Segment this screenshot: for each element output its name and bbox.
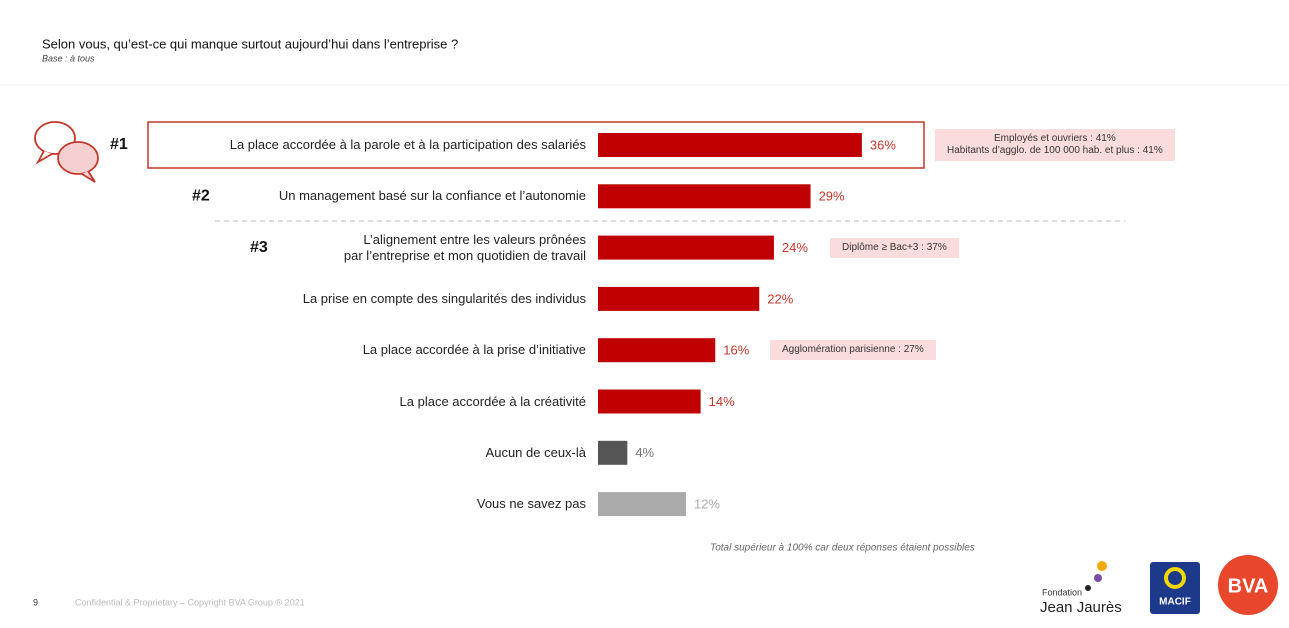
bar bbox=[598, 184, 811, 209]
category-label: Aucun de ceux-là bbox=[485, 444, 586, 460]
highlight-box bbox=[147, 121, 925, 169]
category-label: La place accordée à la parole et à la pa… bbox=[229, 137, 586, 152]
value-label: 4% bbox=[635, 445, 654, 460]
value-label: 22% bbox=[767, 291, 793, 306]
bar bbox=[598, 286, 760, 311]
callout: Diplôme ≥ Bac+3 : 37% bbox=[830, 237, 959, 258]
logo-text: Jean Jaurès bbox=[1040, 599, 1122, 616]
chart-subtitle: Base : à tous bbox=[42, 53, 95, 63]
value-label: 29% bbox=[819, 189, 845, 204]
callout-line: Habitants d’agglo. de 100 000 hab. et pl… bbox=[947, 145, 1163, 156]
logo-text: BVA bbox=[1228, 575, 1269, 597]
rank-label: #3 bbox=[250, 239, 268, 256]
logo-text: Fondation bbox=[1042, 587, 1082, 597]
category-label: La prise en compte des singularités des … bbox=[302, 290, 586, 306]
callout-line: Diplôme ≥ Bac+3 : 37% bbox=[842, 241, 947, 253]
callout-line: Employés et ouvriers : 41% bbox=[994, 133, 1116, 144]
callout-line: Agglomération parisienne : 27% bbox=[782, 344, 924, 356]
category-label: La place accordée à la prise d’initiativ… bbox=[362, 342, 586, 358]
logo-bva: BVA bbox=[1218, 555, 1278, 615]
page-number: 9 bbox=[33, 597, 38, 607]
bar bbox=[598, 492, 686, 517]
category-label: Un management basé sur la confiance et l… bbox=[278, 188, 586, 204]
logo-text: MACIF bbox=[1159, 597, 1191, 608]
category-label: Vous ne savez pas bbox=[476, 496, 586, 512]
value-label: 24% bbox=[782, 240, 808, 255]
logo-jean-jaures: Fondation Jean Jaurès bbox=[1040, 561, 1122, 616]
callout: Employés et ouvriers : 41% Habitants d’ag… bbox=[935, 129, 1175, 161]
logo-macif: MACIF bbox=[1150, 562, 1200, 614]
bar bbox=[598, 235, 774, 260]
footnote: Total supérieur à 100% car deux réponses… bbox=[710, 543, 975, 554]
value-label: 16% bbox=[723, 343, 749, 358]
bar bbox=[598, 338, 716, 363]
bar bbox=[598, 133, 862, 157]
callout: Agglomération parisienne : 27% bbox=[770, 340, 936, 361]
bubble-icon bbox=[34, 121, 99, 183]
value-label: 14% bbox=[709, 394, 735, 409]
rank-label: #2 bbox=[192, 188, 210, 205]
category-label: L’alignement entre les valeurs prônées p… bbox=[343, 231, 586, 263]
copyright: Confidential & Proprietary – Copyright B… bbox=[75, 597, 305, 607]
rank-label: #1 bbox=[110, 136, 128, 153]
bar bbox=[598, 440, 628, 465]
chart-title: Selon vous, qu’est-ce qui manque surtout… bbox=[42, 36, 458, 51]
value-label: 36% bbox=[870, 137, 896, 152]
category-label: La place accordée à la créativité bbox=[399, 393, 586, 409]
value-label: 12% bbox=[694, 497, 720, 512]
bar bbox=[598, 389, 701, 414]
